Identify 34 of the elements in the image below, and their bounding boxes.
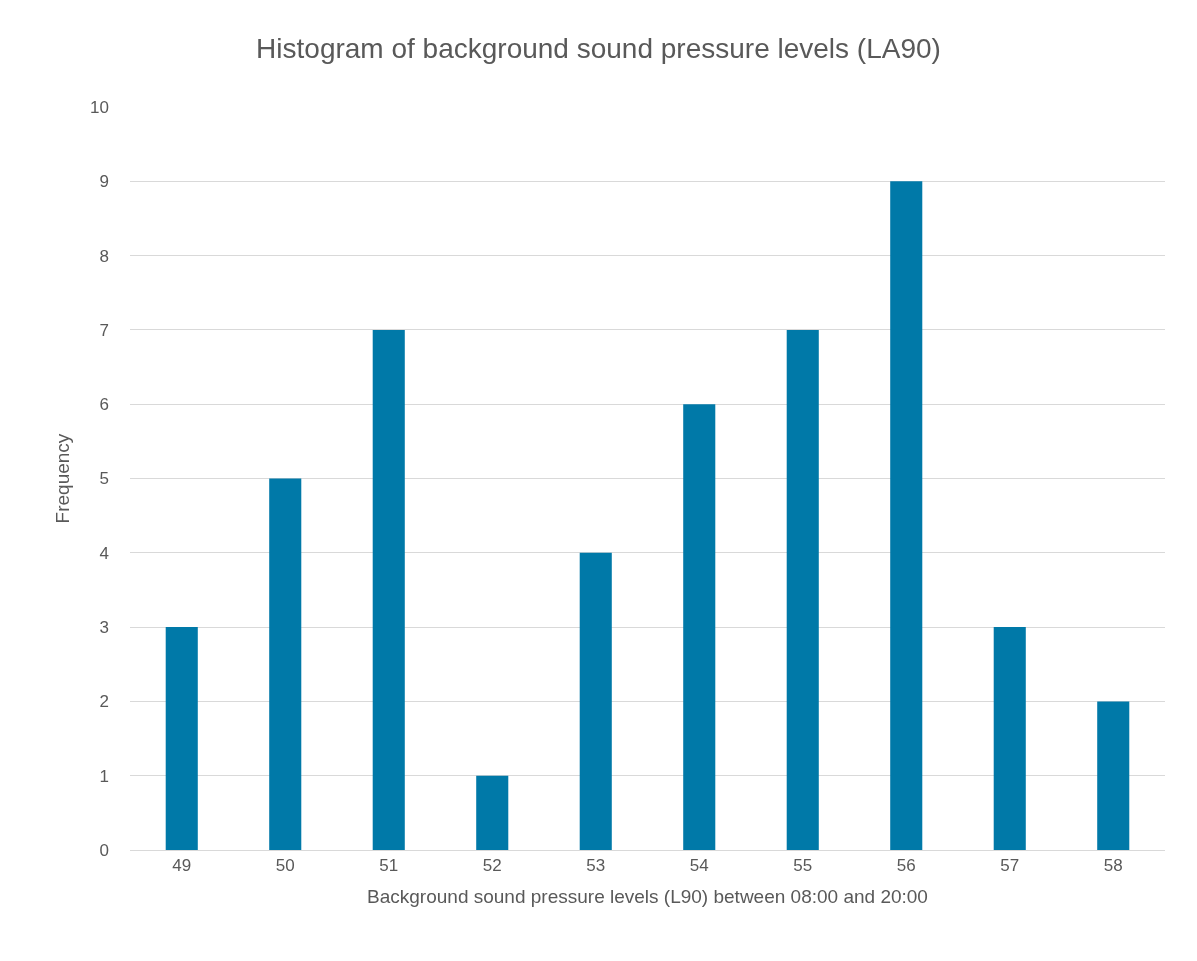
chart-title: Histogram of background sound pressure levels (LA90) bbox=[256, 32, 941, 64]
bar bbox=[1097, 701, 1130, 850]
bar bbox=[579, 552, 612, 850]
y-tick-label: 4 bbox=[99, 543, 109, 563]
x-tick-label: 54 bbox=[689, 856, 709, 876]
bar bbox=[165, 627, 198, 850]
y-tick-label: 7 bbox=[99, 320, 109, 340]
x-tick-label: 52 bbox=[482, 856, 502, 876]
y-tick-label: 5 bbox=[99, 469, 109, 489]
x-tick-label: 58 bbox=[1103, 856, 1123, 876]
x-tick-label: 55 bbox=[793, 856, 813, 876]
bar bbox=[372, 329, 405, 850]
bar bbox=[476, 775, 509, 850]
x-tick-label: 50 bbox=[275, 856, 295, 876]
x-tick-label: 51 bbox=[379, 856, 399, 876]
bar bbox=[786, 329, 819, 850]
y-tick-label: 0 bbox=[99, 840, 109, 860]
y-tick-label: 10 bbox=[90, 97, 109, 117]
bar bbox=[683, 404, 716, 850]
y-tick-label: 1 bbox=[99, 766, 109, 786]
y-axis-title: Frequency bbox=[51, 433, 73, 524]
x-tick-label: 53 bbox=[586, 856, 606, 876]
y-tick-label: 2 bbox=[99, 692, 109, 712]
bar bbox=[993, 627, 1026, 850]
y-tick-label: 6 bbox=[99, 395, 109, 415]
bar bbox=[269, 478, 302, 850]
bar bbox=[890, 181, 923, 850]
x-tick-label: 49 bbox=[172, 856, 192, 876]
x-tick-label: 57 bbox=[1000, 856, 1020, 876]
y-tick-label: 9 bbox=[99, 172, 109, 192]
x-tick-label: 56 bbox=[896, 856, 916, 876]
y-tick-label: 3 bbox=[99, 618, 109, 638]
x-axis-title: Background sound pressure levels (L90) between 08:00 and 20:00 bbox=[367, 886, 928, 908]
y-tick-label: 8 bbox=[99, 246, 109, 266]
